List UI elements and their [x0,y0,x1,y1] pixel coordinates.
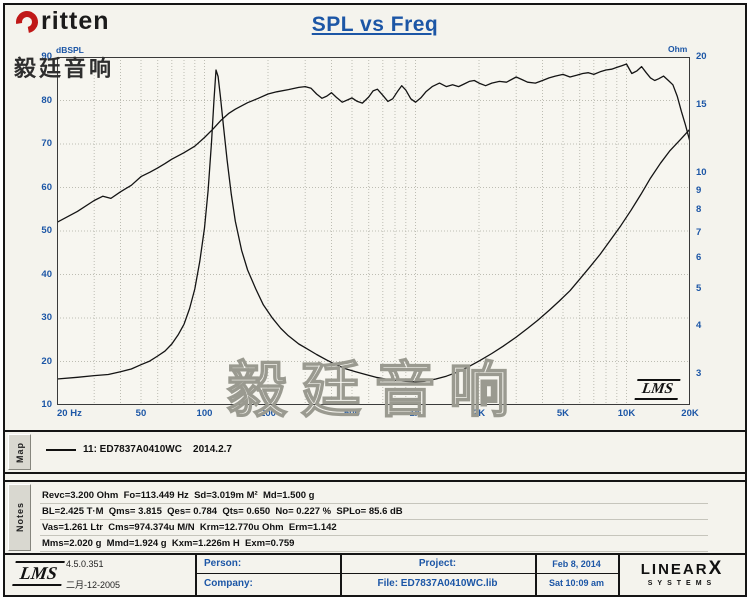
x-ticks-tick: 5K [556,408,570,419]
left-axis-unit-label: dBSPL [56,45,84,55]
x-ticks-tick: 20K [681,408,699,419]
brand-logo: ritten [11,6,110,37]
app-version: 4.5.0.351 [66,559,104,569]
x-ticks-tick: 100 [196,408,213,419]
y-right-tick: 8 [696,204,702,216]
y-right-tick: 20 [696,51,707,62]
note-line: Mms=2.020 g Mmd=1.924 g Kxm=1.226m H Exm… [40,537,708,552]
y-right-tick: 10 [696,167,707,178]
footer-divider-4 [618,555,620,595]
footer-time: Sat 10:09 am [548,578,605,588]
separator-map-bottom [5,472,745,474]
y-axis-left-labels: 90 80 70 60 50 40 30 20 10 [22,51,52,410]
y-right-tick: 15 [696,99,707,111]
footer-divider-2 [340,555,342,595]
y-left-tick: 90 [41,51,52,62]
legend-line-sample [46,448,76,451]
x-ticks-tick: 10K [617,408,636,419]
person-label: Person: [204,558,242,569]
footer-divider-1 [195,555,197,595]
y-left-tick: 80 [41,94,52,106]
page-title: SPL vs Freq [311,13,439,36]
plot-background [57,57,690,405]
y-left-tick: 60 [41,181,52,193]
y-left-tick: 50 [41,225,52,236]
legend-row: 11: ED7837A0410WC 2014.2.7 [46,444,232,455]
linearx-x: X [708,558,724,579]
plot-frame [57,57,690,405]
y-left-tick: 40 [41,268,52,280]
note-line: Vas=1.261 Ltr Cms=974.374u M/N Krm=12.77… [40,521,708,536]
curve-impedance [57,69,690,383]
note-line: BL=2.425 T·M Qms= 3.815 Qes= 0.784 Qts= … [40,505,708,520]
app-build-date: 二月-12-2005 [66,580,121,590]
y-right-tick: 9 [696,184,702,196]
y-left-tick: 20 [41,355,52,367]
linearx-text: LINEAR [640,561,709,578]
brand-name: ritten [41,7,110,35]
y-right-tick: 7 [696,226,702,238]
legend-label: 11: ED7837A0410WC 2014.2.7 [83,444,232,455]
map-tab-label: Map [14,441,25,463]
y-right-tick: 6 [696,252,702,264]
y-left-tick: 70 [41,138,52,149]
x-ticks-tick: 50 [135,408,147,419]
linearx-systems-text: SYSTEMS [647,579,717,587]
y-axis-right-labels: 20 15 10 9 8 7 6 5 4 3 [694,51,728,405]
brand-chinese-text: 毅廷音响 [14,56,115,81]
lms-logo-chart: LMS [634,379,681,400]
separator-notes-footer [5,553,745,555]
separator-notes-top [5,480,745,482]
y-right-tick: 3 [696,368,702,380]
note-line: Revc=3.200 Ohm Fo=113.449 Hz Sd=3.019m M… [40,489,708,504]
x-ticks-tick: 1K [409,408,422,419]
x-ticks-tick: 500 [344,408,360,419]
notes-tab-label: Notes [14,502,25,533]
notes-section-tab: Notes [8,484,31,551]
x-axis-labels: 20 Hz 50 100 200 500 1K 2K 5K 10K 20K [0,408,750,422]
x-ticks-tick: 200 [260,408,276,419]
y-right-tick: 5 [696,283,702,294]
footer-date: Feb 8, 2014 [552,559,601,569]
file-label: File: ED7837A0410WC.lib [377,578,498,589]
project-label: Project: [418,558,457,569]
right-axis-unit-label: Ohm [668,44,688,54]
footer-divider-3 [535,555,537,595]
footer-row-divider [195,573,618,574]
x-ticks-tick: 20 Hz [57,408,82,419]
linearx-logo: LINEARX SYSTEMS [620,558,744,588]
y-left-tick: 10 [41,399,52,410]
curve-spl [57,63,690,223]
y-right-tick: 4 [696,320,702,332]
map-section-tab: Map [8,434,31,470]
x-ticks-tick: 2K [472,408,486,419]
lms-logo-footer: LMS [12,561,65,586]
company-label: Company: [204,578,253,589]
linearx-wordmark: LINEARX [620,558,744,580]
notes-list: Revc=3.200 Ohm Fo=113.449 Hz Sd=3.019m M… [40,489,708,553]
y-left-tick: 30 [41,312,52,323]
spl-impedance-chart [57,57,690,405]
separator-chart-map [5,430,745,432]
brand-swoosh-icon [11,6,43,37]
